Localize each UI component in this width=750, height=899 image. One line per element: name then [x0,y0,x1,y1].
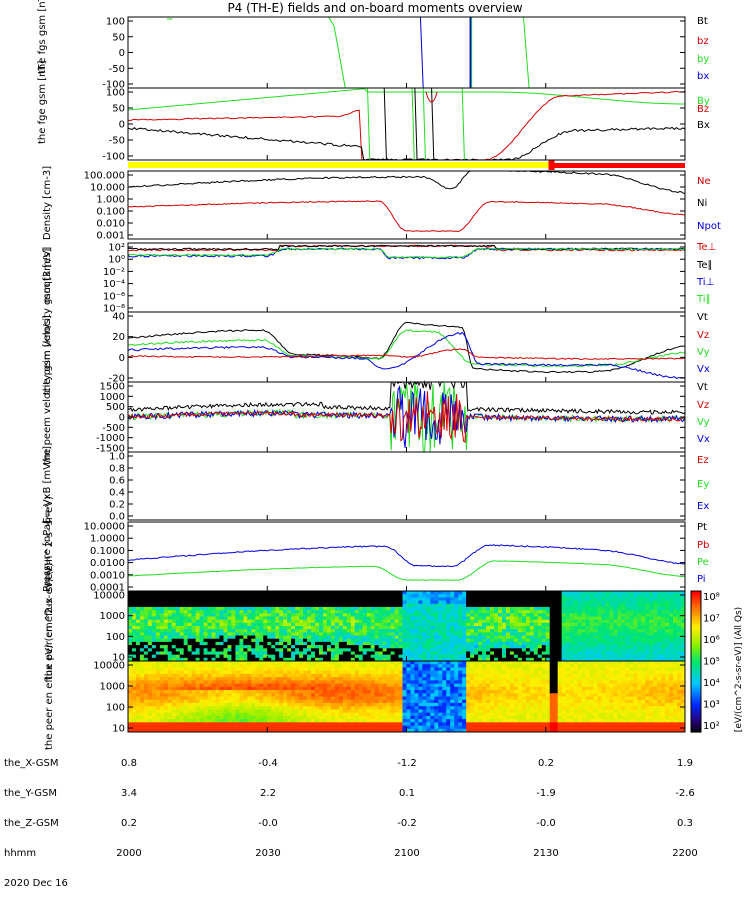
overview-plot: 100500-50-100100500-50-100100.00010.0001… [0,0,750,800]
ion-spectrogram [128,591,686,662]
electron-spectrogram [128,661,686,733]
